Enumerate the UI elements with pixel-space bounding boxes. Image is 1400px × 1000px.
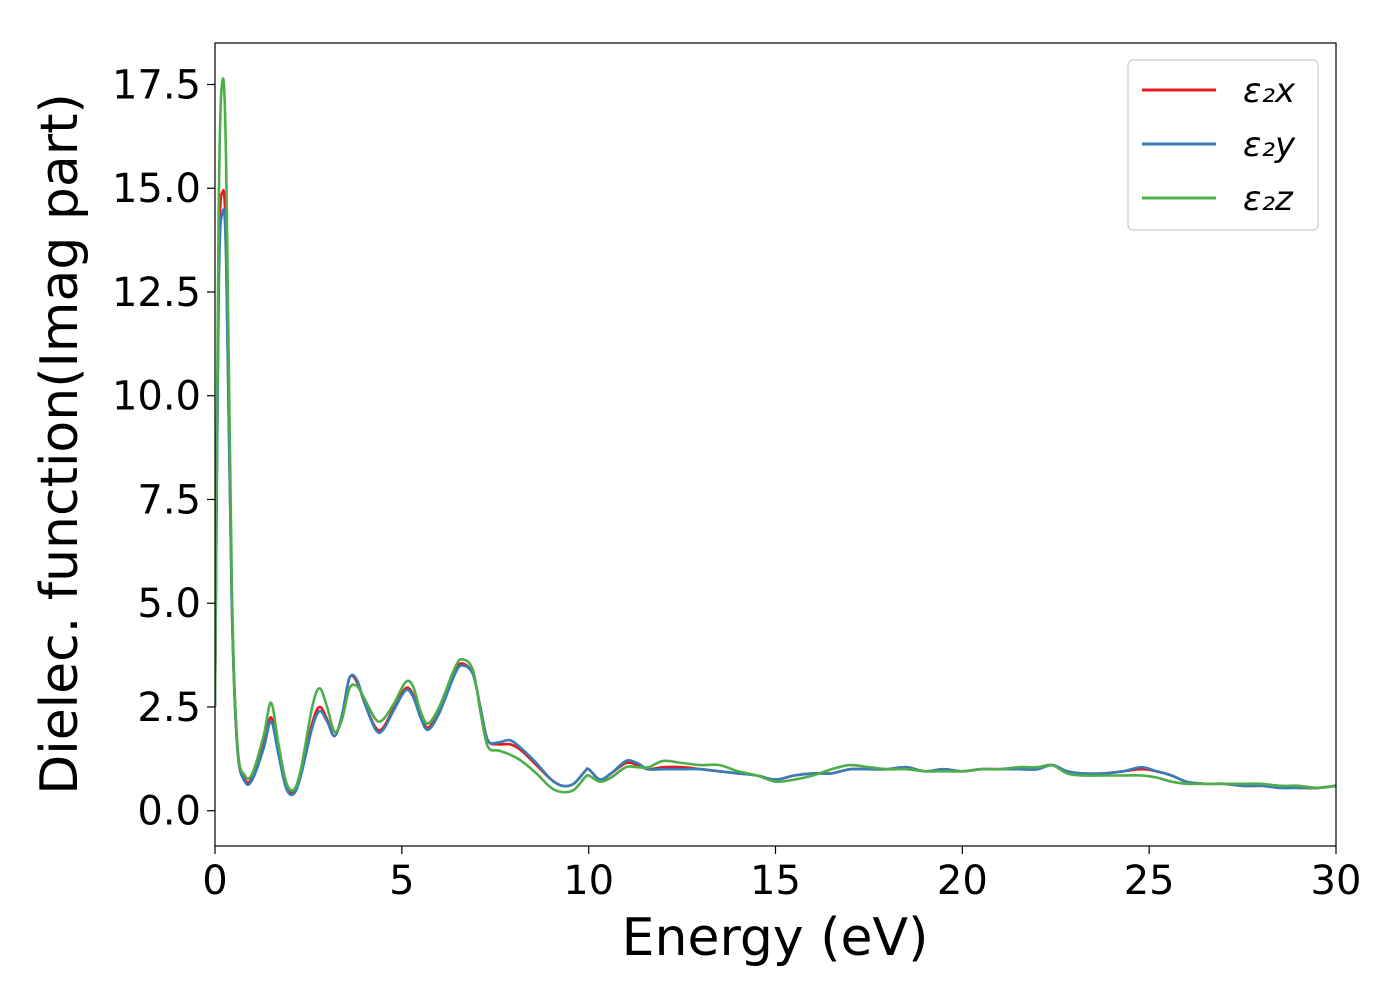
y-tick-label: 7.5 xyxy=(137,477,201,523)
series-line-2 xyxy=(215,77,1336,794)
y-tick-label: 15.0 xyxy=(112,166,201,212)
y-axis: 0.0 2.5 5.0 7.5 10.0 12.5 15.0 17.5 xyxy=(112,62,215,835)
legend-label-2: ε₂z xyxy=(1243,179,1294,219)
x-tick-label: 5 xyxy=(389,858,414,904)
legend-label-1: ε₂y xyxy=(1243,125,1296,165)
y-tick-label: 0.0 xyxy=(137,789,201,835)
series-layer xyxy=(215,77,1336,797)
x-tick-label: 0 xyxy=(202,858,227,904)
y-tick-label: 5.0 xyxy=(137,581,201,627)
x-tick-label: 10 xyxy=(563,858,614,904)
x-axis: 0 5 10 15 20 25 30 xyxy=(202,846,1361,904)
y-axis-title: Dielec. function(Imag part) xyxy=(30,93,90,795)
legend-label-0: ε₂x xyxy=(1243,71,1296,111)
x-tick-label: 15 xyxy=(750,858,801,904)
legend-box xyxy=(1127,59,1319,231)
y-tick-label: 12.5 xyxy=(112,270,201,316)
y-tick-label: 2.5 xyxy=(137,685,201,731)
y-tick-label: 17.5 xyxy=(112,62,201,108)
x-axis-title: Energy (eV) xyxy=(622,908,929,968)
y-tick-label: 10.0 xyxy=(112,374,201,420)
series-line-1 xyxy=(215,208,1336,797)
x-tick-label: 25 xyxy=(1124,858,1175,904)
x-tick-label: 20 xyxy=(937,858,988,904)
x-tick-label: 30 xyxy=(1311,858,1362,904)
legend: ε₂x ε₂y ε₂z xyxy=(1127,59,1319,231)
